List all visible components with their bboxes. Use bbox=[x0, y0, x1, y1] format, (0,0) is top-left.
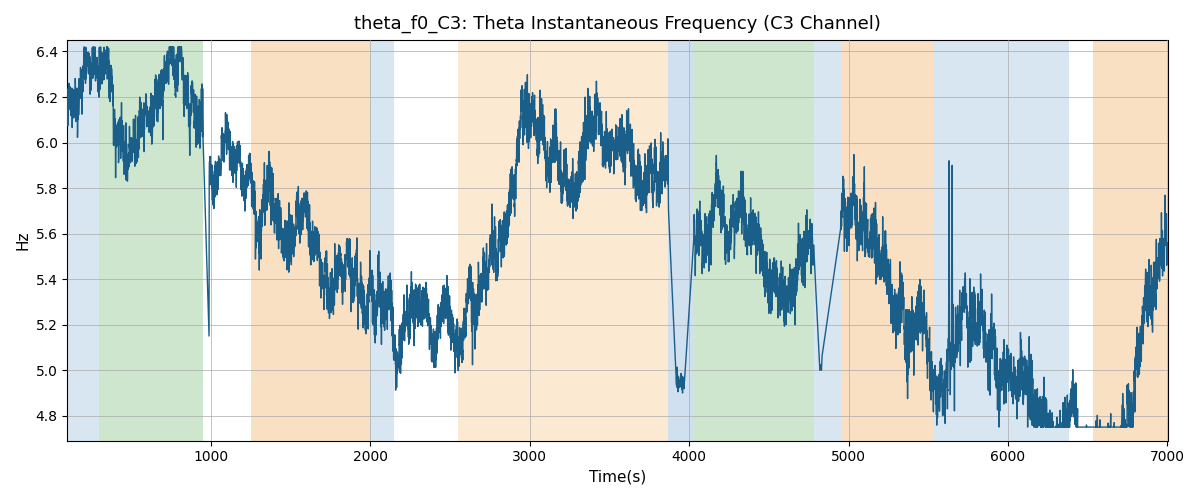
Y-axis label: Hz: Hz bbox=[16, 230, 30, 250]
Bar bbox=[694, 40, 814, 440]
Bar bbox=[668, 40, 694, 440]
Bar bbox=[371, 40, 394, 440]
Bar bbox=[100, 40, 203, 440]
Bar bbox=[1092, 40, 1168, 440]
Title: theta_f0_C3: Theta Instantaneous Frequency (C3 Channel): theta_f0_C3: Theta Instantaneous Frequen… bbox=[354, 15, 881, 34]
Bar bbox=[67, 40, 100, 440]
Bar bbox=[841, 40, 934, 440]
X-axis label: Time(s): Time(s) bbox=[589, 470, 646, 485]
Bar bbox=[934, 40, 1069, 440]
Bar bbox=[251, 40, 371, 440]
Bar bbox=[814, 40, 841, 440]
Bar bbox=[458, 40, 668, 440]
